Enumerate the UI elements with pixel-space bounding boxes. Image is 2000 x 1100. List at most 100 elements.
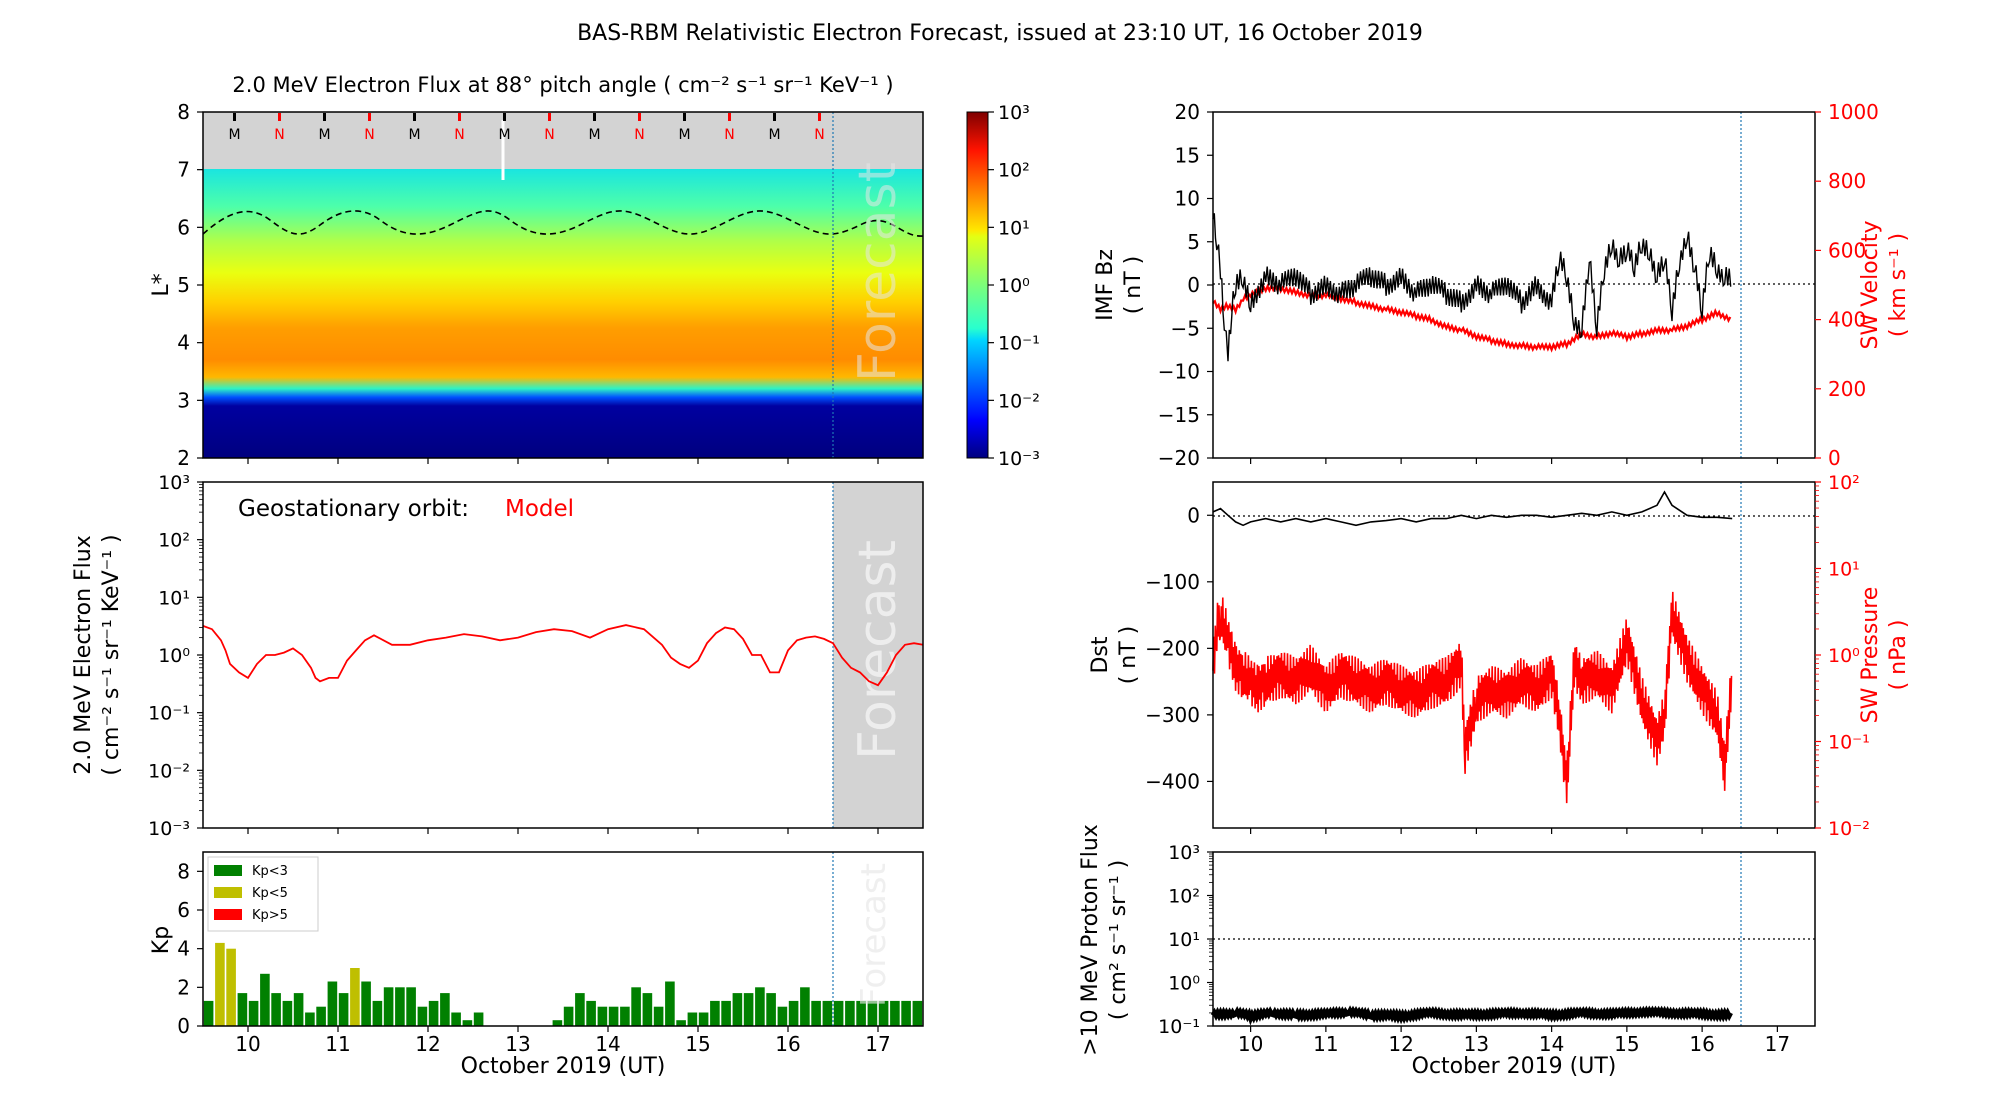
geo-flux-ytick-label: 10⁻³ bbox=[148, 818, 190, 840]
mn-label: M bbox=[228, 127, 240, 143]
kp-bar bbox=[597, 1006, 608, 1026]
kp-xlabel: October 2019 (UT) bbox=[461, 1054, 666, 1079]
geo-flux-panel: Forecast Geostationary orbit: Model 10⁻³… bbox=[71, 472, 924, 840]
kp-panel: Forecast Kp<3 Kp<5 Kp>5 0 2 4 6 8 10 11 12 13 14… bbox=[149, 851, 924, 1079]
proton-xtick-label: 11 bbox=[1313, 1032, 1338, 1056]
kp-bar bbox=[395, 987, 405, 1026]
kp-bar bbox=[901, 1000, 911, 1026]
imf-y-axis: 20 15 10 5 0 −5 −10 −15 −20 bbox=[1158, 100, 1778, 470]
kp-ylabel: Kp bbox=[149, 926, 174, 954]
flux-map-ytick-label: 4 bbox=[177, 331, 190, 355]
kp-bar bbox=[822, 1000, 833, 1026]
mn-label: N bbox=[814, 127, 824, 143]
kp-bar bbox=[305, 1012, 315, 1026]
kp-bar bbox=[586, 1000, 596, 1026]
colorbar-tick-label: 10¹ bbox=[998, 217, 1030, 239]
kp-bar bbox=[260, 973, 270, 1026]
sw-pressure-ytick-label: 10⁻¹ bbox=[1828, 732, 1870, 754]
kp-bar bbox=[665, 981, 675, 1026]
figure-title: BAS-RBM Relativistic Electron Forecast, … bbox=[577, 21, 1423, 46]
kp-bar bbox=[878, 1000, 889, 1026]
kp-bar bbox=[867, 1000, 878, 1026]
kp-bar bbox=[361, 981, 371, 1026]
kp-xtick-label: 16 bbox=[775, 1032, 800, 1056]
mn-label: M bbox=[318, 127, 330, 143]
mn-label: N bbox=[454, 127, 464, 143]
kp-bar bbox=[912, 1000, 923, 1026]
kp-bar bbox=[406, 987, 416, 1026]
kp-bar bbox=[631, 987, 641, 1026]
kp-bar bbox=[788, 1000, 799, 1026]
kp-legend-label-low: Kp<3 bbox=[252, 864, 288, 879]
flux-map-ytick-label: 7 bbox=[177, 158, 190, 182]
dst-ytick-label: −400 bbox=[1145, 769, 1200, 793]
proton-ytick-label: 10⁰ bbox=[1168, 973, 1200, 995]
dst-line bbox=[1212, 490, 1733, 527]
mn-label: N bbox=[274, 127, 284, 143]
kp-bar bbox=[608, 1006, 619, 1026]
proton-y-axis: 10⁻¹ 10⁰ 10¹ 10² 10³ bbox=[1158, 842, 1213, 1038]
imf-sw-panel: 20 15 10 5 0 −5 −10 −15 −20 1000 800 600 400 200 0 IM… bbox=[1093, 100, 1911, 470]
kp-bar bbox=[203, 1000, 214, 1026]
dst-y-axis: 0 −100 −200 −300 −400 bbox=[1145, 503, 1778, 834]
kp-bar bbox=[327, 981, 338, 1026]
proton-ytick-label: 10¹ bbox=[1168, 929, 1200, 951]
kp-frame bbox=[202, 851, 924, 1027]
kp-bar bbox=[293, 993, 304, 1026]
proton-ytick-label: 10⁻¹ bbox=[1158, 1016, 1200, 1038]
geo-flux-forecast-watermark: Forecast bbox=[848, 540, 908, 760]
sw-pressure-ytick-label: 10⁰ bbox=[1828, 645, 1860, 667]
kp-legend-swatch-low bbox=[214, 865, 242, 876]
kp-bar bbox=[620, 1006, 630, 1026]
geo-flux-ytick-label: 10³ bbox=[158, 472, 190, 494]
imf-ytick-label: 20 bbox=[1175, 100, 1200, 124]
imf-ytick-label: −10 bbox=[1158, 360, 1200, 384]
kp-bar bbox=[766, 993, 776, 1026]
dst-ytick-label: −100 bbox=[1145, 570, 1200, 594]
geo-flux-ytick-label: 10¹ bbox=[158, 587, 190, 609]
kp-ytick-label: 0 bbox=[177, 1014, 190, 1038]
proton-xtick-label: 17 bbox=[1765, 1032, 1790, 1056]
kp-bar bbox=[282, 1000, 293, 1026]
mn-label: M bbox=[408, 127, 420, 143]
flux-map-ytick-label: 6 bbox=[177, 215, 190, 239]
kp-bar bbox=[271, 993, 281, 1026]
sw-pressure-line bbox=[1212, 591, 1733, 804]
kp-legend-label-high: Kp>5 bbox=[252, 908, 288, 923]
flux-map-upper-shade bbox=[203, 112, 923, 169]
sw-pressure-ytick-label: 10² bbox=[1828, 472, 1860, 494]
sw-velocity-ytick-label: 0 bbox=[1828, 446, 1841, 470]
mn-label: N bbox=[544, 127, 554, 143]
proton-xtick-label: 16 bbox=[1689, 1032, 1714, 1056]
sw-velocity-line bbox=[1212, 282, 1732, 353]
geo-flux-y-axis: 10⁻³ 10⁻² 10⁻¹ 10⁰ 10¹ 10² 10³ bbox=[148, 472, 879, 840]
sw-velocity-ytick-label: 800 bbox=[1828, 169, 1866, 193]
flux-map-ytick-label: 2 bbox=[177, 446, 190, 470]
imf-ytick-label: −5 bbox=[1171, 316, 1200, 340]
kp-legend-swatch-mid bbox=[214, 887, 242, 898]
kp-xtick-label: 15 bbox=[685, 1032, 710, 1056]
kp-xtick-label: 17 bbox=[865, 1032, 890, 1056]
kp-bar bbox=[428, 1000, 439, 1026]
kp-bars bbox=[203, 942, 923, 1026]
kp-bar bbox=[845, 1000, 855, 1026]
sw-pressure-ytick-label: 10¹ bbox=[1828, 559, 1860, 581]
mn-label: M bbox=[678, 127, 690, 143]
kp-bar bbox=[687, 1012, 698, 1026]
flux-map-panel: 2.0 MeV Electron Flux at 88° pitch angle… bbox=[149, 73, 1040, 470]
kp-bar bbox=[215, 942, 225, 1026]
proton-panel: 10⁻¹ 10⁰ 10¹ 10² 10³ 10 11 12 13 14 15 16 17 >10 Me… bbox=[1078, 824, 1816, 1079]
colorbar-tick-label: 10⁻² bbox=[998, 390, 1040, 412]
kp-bar bbox=[316, 1006, 326, 1026]
flux-map-ylabel: L* bbox=[149, 273, 174, 296]
colorbar-tick-label: 10⁰ bbox=[998, 275, 1030, 297]
geo-flux-frame bbox=[202, 481, 924, 829]
imf-ylabel: IMF Bz( nT ) bbox=[1093, 249, 1146, 321]
mn-label: M bbox=[498, 127, 510, 143]
flux-map-ytick-label: 5 bbox=[177, 273, 190, 297]
kp-y-axis: 0 2 4 6 8 bbox=[177, 859, 203, 1038]
colorbar-tick-label: 10³ bbox=[998, 102, 1030, 124]
proton-x-axis: 10 11 12 13 14 15 16 17 bbox=[1238, 1026, 1790, 1056]
kp-bar bbox=[350, 968, 360, 1026]
